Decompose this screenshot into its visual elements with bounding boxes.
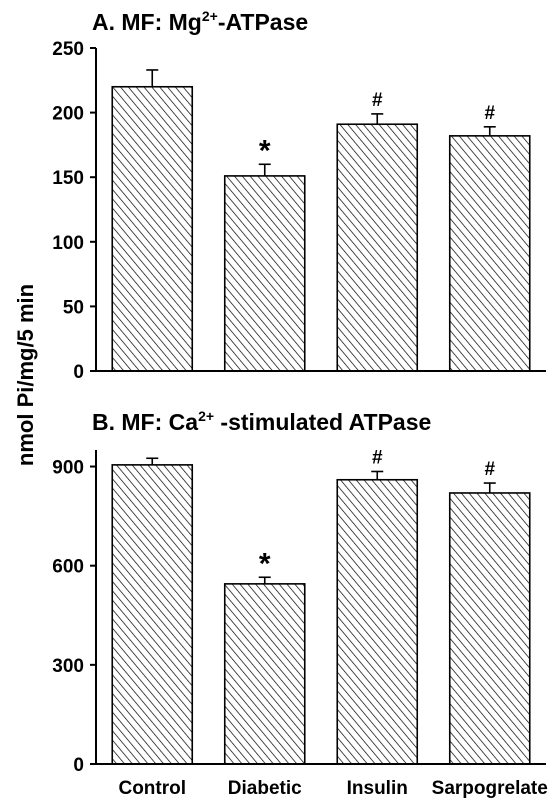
- panel-b-ytick-label-300: 300: [52, 656, 84, 677]
- panel-b-bar-insulin: [336, 478, 419, 765]
- panel-a-ytick-label-0: 0: [73, 362, 84, 383]
- panel-b-title-main: B. MF: Ca: [92, 409, 198, 435]
- panel-b-marker-diabetic: *: [259, 547, 271, 580]
- category-label-sarpogrelate: Sarpogrelate: [432, 778, 548, 799]
- panel-a: A. MF: Mg2+-ATPase * # #0 50 100 150 200 250: [52, 8, 546, 383]
- panel-a-marker-insulin: #: [372, 90, 383, 111]
- panel-a-title: A. MF: Mg2+-ATPase: [92, 8, 308, 35]
- panel-a-bar-control: [111, 85, 194, 372]
- panel-b-bar-control: [111, 464, 194, 765]
- panel-b-ytick-label-900: 900: [52, 458, 84, 479]
- panel-a-ytick-label-200: 200: [52, 104, 84, 125]
- category-label-diabetic: Diabetic: [228, 778, 302, 799]
- category-label-insulin: Insulin: [347, 778, 408, 799]
- panel-b-bar-diabetic: [223, 583, 306, 765]
- panel-b-marker-sarpogrelate: #: [484, 459, 495, 480]
- panel-b-title-sup: 2+: [198, 408, 214, 424]
- panel-a-bar-sarpogrelate: [448, 135, 531, 372]
- panel-a-marker-diabetic: *: [259, 134, 271, 167]
- panel-b-title: B. MF: Ca2+ -stimulated ATPase: [92, 408, 431, 435]
- panel-a-marker-sarpogrelate: #: [484, 103, 495, 124]
- panel-a-ytick-label-250: 250: [52, 39, 84, 60]
- panel-b-bar-sarpogrelate: [448, 492, 531, 765]
- y-axis-label: nmol Pi/mg/5 min: [13, 284, 38, 466]
- panel-a-ytick-label-50: 50: [63, 297, 84, 318]
- panel-a-bar-insulin: [336, 123, 419, 372]
- panel-a-title-sup: 2+: [202, 8, 218, 24]
- panel-a-title-main: A. MF: Mg: [92, 9, 202, 35]
- panel-b-ytick-label-0: 0: [73, 755, 84, 776]
- panel-a-ytick-label-150: 150: [52, 168, 84, 189]
- panel-a-title-rest: -ATPase: [218, 9, 308, 35]
- panel-b-marker-insulin: #: [372, 447, 383, 468]
- panel-a-ytick-label-100: 100: [52, 233, 84, 254]
- category-label-control: Control: [118, 778, 186, 799]
- panel-b-title-rest: -stimulated ATPase: [214, 409, 431, 435]
- panel-b-ytick-label-600: 600: [52, 557, 84, 578]
- panel-a-bar-diabetic: [223, 175, 306, 372]
- panel-b: B. MF: Ca2+ -stimulated ATPase * # #0 300 60…: [52, 408, 548, 799]
